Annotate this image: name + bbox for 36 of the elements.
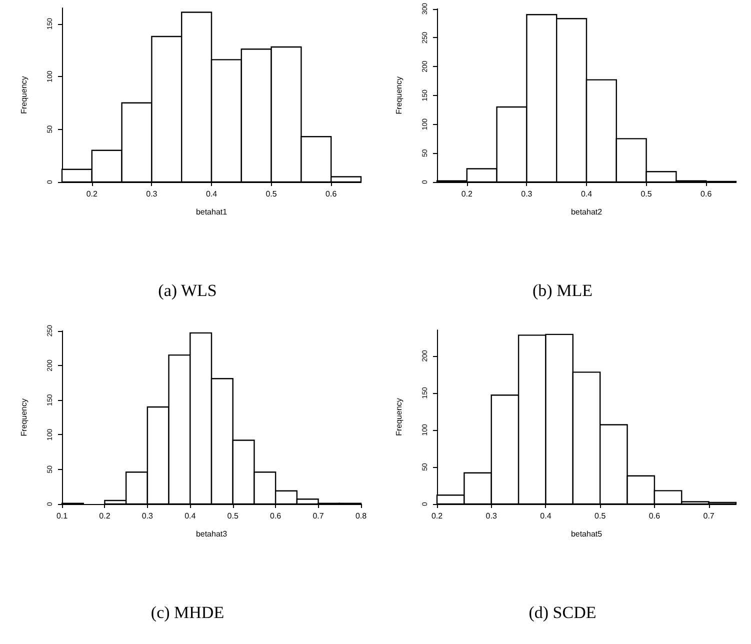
x-axis-title: betahat2 bbox=[570, 208, 603, 216]
x-tick-label: 0.2 bbox=[99, 512, 111, 520]
x-tick-label: 0.5 bbox=[640, 190, 652, 198]
x-tick-label: 0.6 bbox=[700, 190, 712, 198]
x-axis-title: betahat1 bbox=[196, 208, 228, 216]
x-tick-label: 0.3 bbox=[521, 190, 533, 198]
text: (d) SCDE bbox=[528, 603, 596, 622]
x-tick-label: 0.6 bbox=[270, 512, 282, 520]
x-tick-label: 0.2 bbox=[461, 190, 474, 198]
x-tick-label: 0.3 bbox=[142, 512, 154, 520]
text: (b) MLE bbox=[532, 281, 592, 300]
text: (a) WLS bbox=[158, 281, 217, 300]
x-tick-label: 0.5 bbox=[594, 512, 606, 520]
x-tick-label: 0.2 bbox=[86, 190, 98, 198]
x-tick-label: 0.4 bbox=[184, 512, 196, 520]
x-tick-label: 0.7 bbox=[312, 512, 324, 520]
x-tick-label: 0.4 bbox=[580, 190, 593, 198]
x-tick-label: 0.3 bbox=[146, 190, 158, 198]
x-tick-label: 0.4 bbox=[206, 190, 218, 198]
x-tick-label: 0.5 bbox=[266, 190, 278, 198]
y-axis-title: Frequency bbox=[20, 76, 28, 114]
x-tick-label: 0.5 bbox=[227, 512, 239, 520]
x-tick-label: 0.7 bbox=[703, 512, 715, 520]
y-axis-title: Frequency bbox=[394, 398, 404, 436]
x-tick-label: 0.6 bbox=[326, 190, 338, 198]
x-tick-label: 0.8 bbox=[355, 512, 368, 520]
x-tick-label: 0.4 bbox=[540, 512, 552, 520]
x-tick-label: 0.1 bbox=[56, 512, 68, 520]
x-tick-label: 0.3 bbox=[486, 512, 498, 520]
y-axis-title: Frequency bbox=[20, 398, 28, 436]
text: (c) MHDE bbox=[150, 603, 224, 622]
x-axis-title: betahat5 bbox=[570, 530, 603, 538]
y-axis-title: Frequency bbox=[394, 76, 404, 114]
x-tick-label: 0.6 bbox=[648, 512, 661, 520]
x-axis-title: betahat3 bbox=[196, 530, 228, 538]
x-tick-label: 0.2 bbox=[431, 512, 444, 520]
